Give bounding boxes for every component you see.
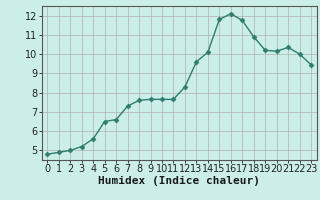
X-axis label: Humidex (Indice chaleur): Humidex (Indice chaleur) — [98, 176, 260, 186]
